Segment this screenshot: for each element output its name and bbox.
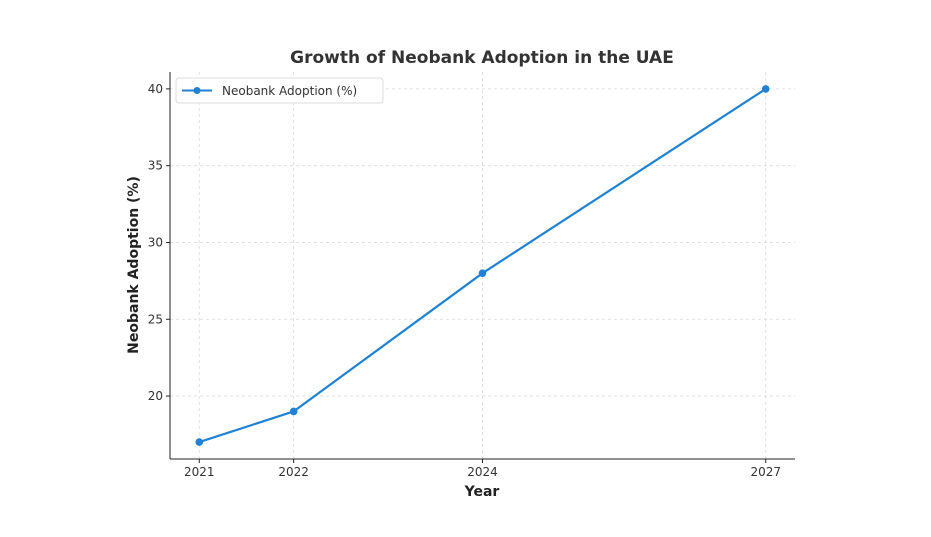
- x-axis-ticks: 2021 2022 2024 2027: [184, 459, 781, 479]
- legend-entry-label: Neobank Adoption (%): [222, 84, 357, 98]
- y-tick-label: 20: [148, 389, 163, 403]
- y-tick-label: 35: [148, 159, 163, 173]
- x-tick-label: 2024: [467, 465, 498, 479]
- data-point: [761, 85, 770, 93]
- legend: Neobank Adoption (%): [175, 77, 384, 104]
- data-point: [195, 438, 204, 446]
- y-axis-label: Neobank Adoption (%): [126, 176, 142, 354]
- y-tick-label: 25: [148, 312, 163, 326]
- legend-box: [175, 77, 384, 104]
- series-line: [198, 87, 767, 444]
- series-group: [195, 85, 770, 446]
- y-tick-label: 40: [148, 82, 163, 96]
- data-point: [289, 407, 298, 416]
- chart-title: Growth of Neobank Adoption in the UAE: [290, 48, 674, 68]
- x-axis-label: Year: [464, 484, 500, 500]
- x-tick-label: 2027: [750, 465, 781, 479]
- y-tick-label: 30: [148, 235, 163, 249]
- x-tick-label: 2021: [184, 465, 215, 479]
- gridlines: [170, 72, 795, 459]
- x-tick-label: 2022: [278, 465, 309, 479]
- y-axis-ticks: 20 25 30 35 40: [148, 82, 170, 403]
- data-point: [478, 269, 487, 277]
- legend-marker-swatch: [193, 87, 201, 94]
